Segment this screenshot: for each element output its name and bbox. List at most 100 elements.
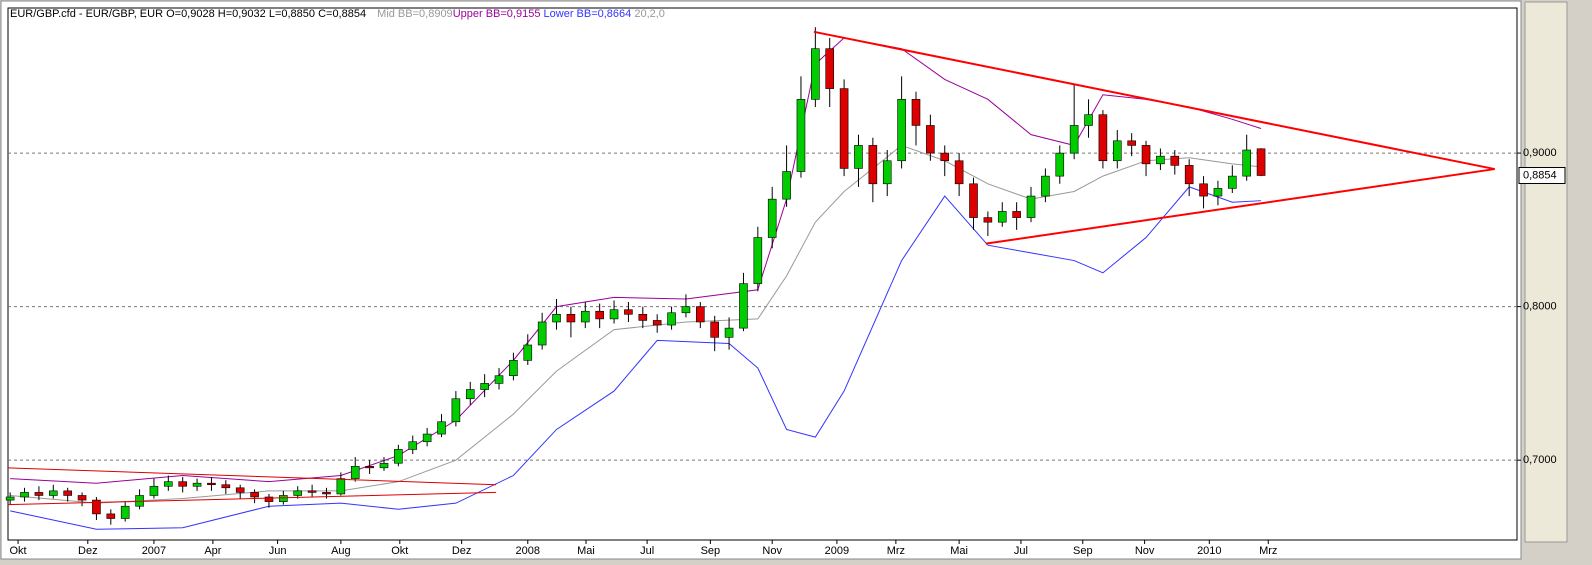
candle-body — [207, 482, 216, 486]
candle-body — [595, 310, 604, 320]
candle-body — [1012, 211, 1021, 218]
x-tick-label: 2008 — [516, 545, 540, 557]
candle-body — [897, 99, 906, 162]
candle-body — [1213, 188, 1223, 197]
candle-body — [350, 466, 360, 479]
candle-body — [1055, 152, 1065, 177]
candle-body — [77, 495, 87, 501]
candle-body — [437, 421, 446, 435]
candle-body — [954, 160, 964, 185]
trendline — [7, 467, 497, 486]
candle-body — [106, 513, 116, 519]
candle-body — [983, 217, 993, 223]
x-tick-label: 2010 — [1197, 545, 1221, 557]
y-tick-label: 0,7000 — [1523, 454, 1557, 466]
y-tick-label: 0,8000 — [1523, 301, 1557, 313]
candle-body — [178, 481, 187, 487]
candle-body — [1069, 125, 1079, 154]
candle-body — [811, 48, 820, 100]
candle-body — [34, 492, 44, 496]
candle-body — [523, 344, 533, 361]
x-tick-label: Nov — [1135, 545, 1155, 557]
x-tick-label: Jul — [640, 545, 654, 557]
candle-body — [739, 283, 748, 329]
candle-body — [20, 492, 29, 498]
candle-body — [92, 499, 101, 515]
candle-body — [192, 482, 202, 487]
x-tick-label: Mrz — [887, 545, 905, 557]
candle-body — [580, 310, 590, 323]
last-price-label: 0,8854 — [1523, 169, 1557, 181]
candle-body — [379, 462, 389, 469]
candle-body — [1156, 155, 1165, 165]
candle-body — [1170, 155, 1180, 166]
candle-body — [1098, 114, 1108, 162]
x-tick-label: Nov — [762, 545, 782, 557]
candle-body — [235, 487, 245, 493]
candle-body — [767, 198, 777, 238]
candle-body — [940, 152, 950, 162]
candle-body — [164, 481, 173, 487]
candle-body — [696, 306, 705, 323]
x-tick-label: Aug — [331, 545, 351, 557]
trendline — [813, 30, 1495, 171]
header: EUR/GBP.cfd - EUR/GBP, EUR O=0,9028 H=0,… — [10, 8, 665, 20]
candle-body — [336, 478, 346, 495]
candle-body — [1141, 145, 1151, 165]
y-tick-label: 0,9000 — [1523, 147, 1557, 159]
candle-body — [1256, 148, 1266, 176]
bollinger-band — [10, 186, 1262, 530]
candle-body — [365, 466, 374, 469]
candle-body — [1127, 140, 1136, 146]
candle-body — [753, 237, 763, 284]
x-tick-label: Jun — [269, 545, 287, 557]
candle-body — [667, 312, 676, 326]
trendline — [985, 168, 1495, 245]
candle-body — [839, 88, 849, 169]
candle-body — [451, 398, 461, 423]
candle-body — [279, 495, 288, 502]
candle-body — [48, 490, 58, 496]
candle-body — [494, 375, 504, 384]
candle-body — [911, 99, 921, 126]
last-price-box — [1518, 167, 1566, 185]
candle-body — [1026, 195, 1036, 218]
candle-body — [307, 490, 317, 493]
scrollbar[interactable] — [1524, 1, 1568, 543]
trendline — [7, 491, 497, 506]
candle-body — [465, 389, 475, 400]
candle-body — [1041, 175, 1050, 197]
candle-body — [63, 490, 72, 496]
candle-body — [1228, 175, 1237, 189]
x-tick-label: Dez — [452, 545, 472, 557]
candle-body — [250, 492, 259, 498]
candle-body — [1184, 165, 1194, 185]
candle-body — [724, 327, 734, 338]
candle-body — [782, 171, 791, 200]
candle-body — [1084, 114, 1093, 126]
candle-body — [681, 306, 691, 314]
x-tick-label: Okt — [391, 545, 408, 557]
candle-body — [638, 314, 648, 321]
candle-body — [1242, 149, 1251, 177]
x-tick-label: Mai — [577, 545, 595, 557]
candle-body — [710, 321, 719, 338]
candle-body — [609, 309, 619, 320]
candle-body — [5, 496, 15, 501]
candle-body — [394, 449, 403, 464]
candle-body — [796, 99, 806, 172]
candle-body — [264, 496, 274, 502]
candle-body — [552, 314, 561, 323]
candle-body — [293, 490, 303, 496]
candle-body — [480, 383, 489, 390]
x-tick-label: Apr — [204, 545, 221, 557]
x-tick-label: Dez — [78, 545, 98, 557]
x-tick-label: Sep — [701, 545, 721, 557]
x-tick-label: Mrz — [1259, 545, 1277, 557]
x-tick-label: 2009 — [825, 545, 849, 557]
candle-body — [997, 211, 1007, 223]
x-tick-label: 2007 — [142, 545, 166, 557]
candle-body — [422, 433, 432, 443]
x-tick-label: Mai — [950, 545, 968, 557]
